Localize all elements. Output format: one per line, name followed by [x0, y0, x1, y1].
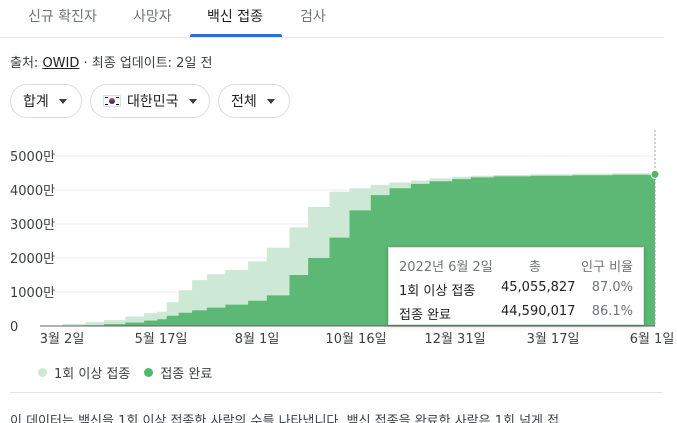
tab-tests[interactable]: 검사 [300, 9, 326, 25]
total-filter-label: 합계 [23, 94, 49, 110]
legend-label: 접종 완료 [160, 367, 213, 382]
country-filter-dropdown[interactable]: 대한민국 [90, 84, 210, 118]
x-tick-label: 3월 2일 [40, 332, 85, 347]
y-tick-label: 5000만 [10, 150, 55, 165]
tooltip-row-label: 접종 완료 [399, 308, 451, 323]
source-link[interactable]: OWID [42, 56, 80, 71]
tooltip-date: 2022년 6월 2일 [399, 260, 493, 275]
range-filter-label: 전체 [231, 94, 257, 110]
y-tick-label: 2000만 [10, 252, 55, 267]
description-text: 이 데이터는 백신을 1회 이상 접종한 사람의 수를 나타냅니다. 백신 접종… [10, 414, 560, 423]
legend-label: 1회 이상 접종 [54, 367, 131, 382]
y-tick-label: 4000만 [10, 184, 55, 199]
tooltip-row-pct: 86.1% [591, 304, 633, 319]
legend-item-fully[interactable]: 접종 완료 [144, 363, 212, 382]
tooltip-row-value: 45,055,827 [501, 280, 576, 295]
legend-dot-light [38, 368, 47, 377]
tooltip-total-header: 총 [529, 260, 541, 275]
x-tick-label: 8월 1일 [235, 332, 280, 347]
tooltip-ratio-header: 인구 비율 [581, 260, 633, 275]
last-updated: · 최종 업데이트: 2일 전 [79, 56, 213, 71]
tooltip-row-label: 1회 이상 접종 [399, 284, 476, 299]
y-tick-label: 3000만 [10, 218, 55, 233]
hover-data-point [650, 169, 660, 179]
chart-legend: 1회 이상 접종 접종 완료 [38, 363, 226, 382]
tooltip-row-pct: 87.0% [591, 280, 633, 295]
divider [10, 392, 663, 393]
source-prefix: 출처: [10, 56, 43, 71]
country-filter-label: 대한민국 [127, 94, 179, 110]
chevron-down-icon [188, 98, 197, 104]
x-tick-label: 6월 1일 [630, 332, 675, 347]
tab-new-cases[interactable]: 신규 확진자 [28, 9, 97, 25]
legend-dot-dark [144, 368, 154, 377]
chevron-down-icon [266, 98, 275, 104]
x-tick-label: 10월 16일 [325, 332, 386, 347]
active-tab-indicator [190, 34, 282, 37]
x-tick-label: 12월 31일 [424, 332, 485, 347]
y-tick-label: 1000만 [10, 286, 55, 301]
tooltip-row-value: 44,590,017 [501, 304, 576, 319]
chevron-down-icon [58, 98, 67, 104]
legend-item-at-least-one[interactable]: 1회 이상 접종 [38, 363, 130, 382]
source-line: 출처: OWID · 최종 업데이트: 2일 전 [10, 52, 213, 71]
tab-bar: 신규 확진자 사망자 백신 접종 검사 [0, 0, 663, 38]
y-tick-label: 0 [10, 320, 18, 335]
tab-deaths[interactable]: 사망자 [133, 9, 172, 25]
x-tick-label: 5월 17일 [135, 332, 188, 347]
tab-vaccinations[interactable]: 백신 접종 [207, 9, 263, 25]
range-filter-dropdown[interactable]: 전체 [218, 84, 290, 118]
chart-tooltip: 2022년 6월 2일 총 인구 비율 1회 이상 접종 45,055,827 … [388, 247, 644, 325]
korea-flag-icon [103, 95, 121, 107]
x-tick-label: 3월 17일 [527, 332, 580, 347]
total-filter-dropdown[interactable]: 합계 [10, 84, 82, 118]
